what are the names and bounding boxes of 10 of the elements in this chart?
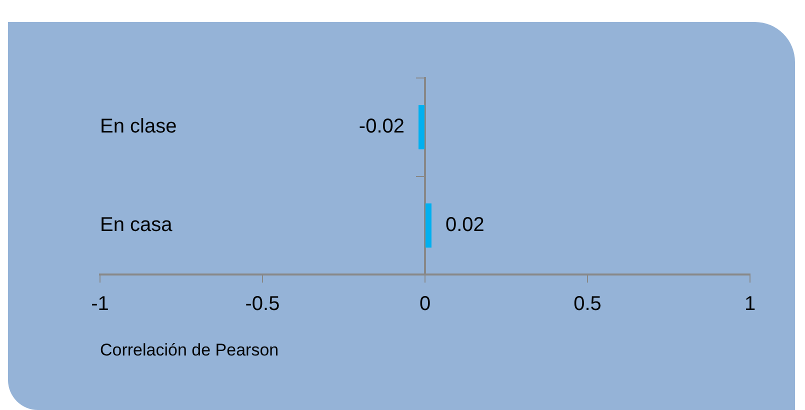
y-tick-label: En clase [100, 116, 177, 138]
data-label: 0.02 [446, 214, 484, 236]
x-axis-title: Correlación de Pearson [100, 340, 279, 360]
x-tick-label: -0.5 [245, 293, 280, 316]
y-tick-label: En casa [100, 214, 174, 236]
x-tick-label: 0 [419, 293, 431, 316]
data-label: -0.02 [358, 116, 404, 138]
x-tick-label: 0.5 [574, 293, 602, 316]
x-tick-label: -1 [91, 293, 109, 316]
x-tick-label: 1 [744, 293, 756, 316]
